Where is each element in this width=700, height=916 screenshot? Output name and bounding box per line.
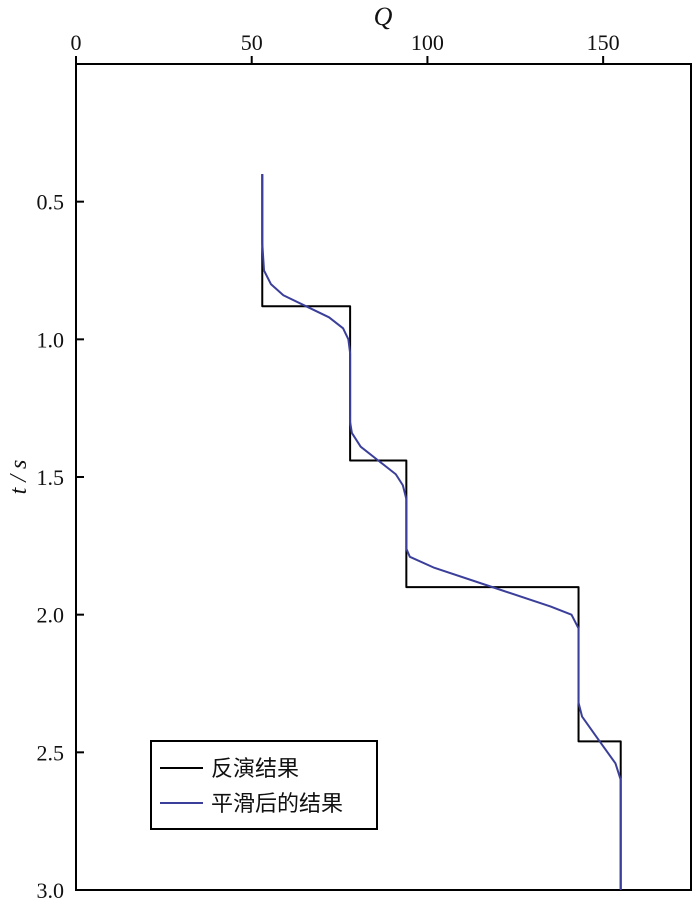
- y-tick-label: 2.0: [37, 603, 65, 628]
- x-axis-label: Q: [374, 2, 393, 31]
- x-axis-ticks: 0 50 100 150: [71, 30, 620, 64]
- y-tick-label: 2.5: [37, 740, 65, 765]
- y-axis-label: t / s: [6, 460, 32, 495]
- x-tick-label: 100: [411, 30, 444, 55]
- y-axis-ticks: 0.5 1.0 1.5 2.0 2.5 3.0: [37, 190, 84, 903]
- y-tick-label: 1.0: [37, 327, 65, 352]
- x-tick-label: 150: [587, 30, 620, 55]
- y-tick-label: 3.0: [37, 878, 65, 903]
- legend-box: [150, 740, 378, 830]
- series-layer: [261, 174, 622, 890]
- x-tick-label: 50: [241, 30, 263, 55]
- y-tick-label: 0.5: [37, 190, 65, 215]
- legend-label-inversion: 反演结果: [211, 757, 299, 782]
- x-tick-label: 0: [71, 30, 82, 55]
- y-tick-label: 1.5: [37, 465, 65, 490]
- legend-label-smoothed: 平滑后的结果: [211, 792, 343, 817]
- legend: 反演结果 平滑后的结果: [150, 740, 378, 830]
- series-line-smoothed: [261, 174, 622, 890]
